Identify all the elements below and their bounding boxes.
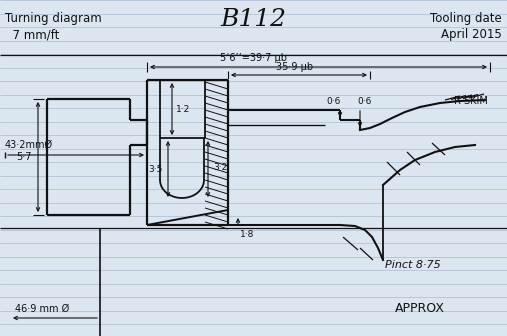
Text: 5·7: 5·7 — [17, 152, 32, 162]
Text: Tooling date: Tooling date — [430, 12, 502, 25]
Text: 35·9 µb: 35·9 µb — [276, 62, 313, 72]
Text: 0·6: 0·6 — [358, 97, 372, 106]
Text: Turning diagram: Turning diagram — [5, 12, 102, 25]
Text: 46·9 mm Ø: 46·9 mm Ø — [15, 304, 69, 314]
Text: 5‘6’’=39·7 µb: 5‘6’’=39·7 µb — [220, 53, 287, 63]
Text: B112: B112 — [220, 8, 286, 31]
Text: 0·6: 0·6 — [327, 97, 341, 106]
Text: 43·2mmØ: 43·2mmØ — [5, 140, 53, 150]
Text: 3·2: 3·2 — [213, 164, 227, 172]
Text: 7 mm/ft: 7 mm/ft — [5, 28, 59, 41]
Text: APPROX: APPROX — [395, 301, 445, 314]
Text: 3·5: 3·5 — [149, 166, 163, 174]
Text: Pinct 8·75: Pinct 8·75 — [385, 260, 441, 270]
Text: April 2015: April 2015 — [441, 28, 502, 41]
Text: R SKIM: R SKIM — [454, 96, 488, 106]
Text: 1·2: 1·2 — [176, 106, 190, 115]
Text: 1·8: 1·8 — [240, 230, 255, 239]
